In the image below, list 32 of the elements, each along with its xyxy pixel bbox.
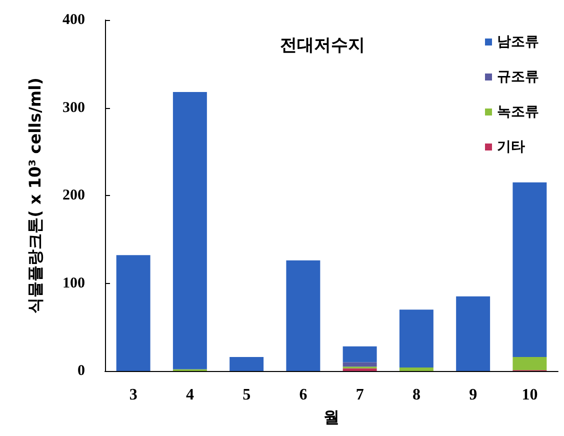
y-tick-label: 200 bbox=[62, 188, 85, 204]
y-tick-label: 100 bbox=[62, 275, 85, 292]
bar bbox=[230, 356, 264, 371]
bar bbox=[456, 296, 490, 371]
x-tick-label: 3 bbox=[129, 386, 138, 404]
bar bbox=[512, 356, 547, 370]
x-tick-label: 7 bbox=[356, 386, 364, 404]
legend-label: 기타 bbox=[497, 139, 525, 155]
legend-label: 남조류 bbox=[497, 34, 539, 50]
x-tick-label: 6 bbox=[299, 386, 308, 404]
text: 전대저수지 bbox=[280, 36, 365, 56]
bar bbox=[116, 255, 150, 371]
x-axis-title: 월 bbox=[324, 408, 340, 426]
legend-label: 규조류 bbox=[497, 69, 539, 85]
y-tick-label: 400 bbox=[62, 12, 85, 28]
x-tick-label: 4 bbox=[186, 386, 194, 404]
x-tick-label: 5 bbox=[242, 386, 251, 404]
bar bbox=[399, 310, 434, 368]
x-tick-label: 10 bbox=[522, 386, 538, 404]
x-tick-label: 8 bbox=[412, 386, 420, 404]
bar bbox=[342, 368, 377, 371]
x-tick-label: 9 bbox=[469, 386, 478, 404]
y-tick-label: 0 bbox=[78, 363, 85, 379]
bar bbox=[286, 260, 320, 371]
legend-label: 녹조류 bbox=[497, 104, 539, 120]
bar bbox=[342, 346, 377, 362]
y-axis-title: 식물플랑크톤( x 10³ cells/ml) bbox=[26, 78, 44, 314]
bar bbox=[172, 92, 207, 370]
bar bbox=[399, 367, 434, 371]
y-tick-label: 300 bbox=[62, 100, 85, 116]
bar bbox=[512, 182, 547, 357]
bar bbox=[342, 362, 377, 367]
